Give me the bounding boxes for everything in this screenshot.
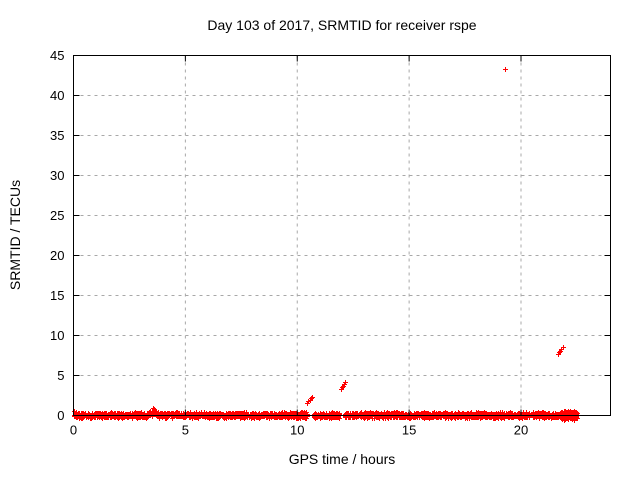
y-tick-label: 35	[50, 128, 64, 143]
y-tick-label: 45	[50, 48, 64, 63]
y-axis-label: SRMTID / TECUs	[7, 180, 23, 290]
y-tick-label: 5	[57, 368, 64, 383]
x-tick-label: 10	[290, 423, 304, 438]
y-tick-label: 0	[57, 408, 64, 423]
y-tick-label: 15	[50, 288, 64, 303]
y-tick-label: 25	[50, 208, 64, 223]
y-tick-label: 40	[50, 88, 64, 103]
gridlines	[73, 55, 611, 416]
tick-labels: 0 5 10 15 20 0 5 10 15 20 25 30 35 40 45	[50, 48, 528, 438]
scatter-plus-markers	[72, 67, 580, 423]
x-axis-label: GPS time / hours	[289, 451, 396, 467]
data-points	[72, 67, 580, 423]
plot-border	[73, 55, 611, 416]
x-tick-label: 0	[70, 423, 77, 438]
x-tick-label: 15	[402, 423, 416, 438]
y-tick-label: 20	[50, 248, 64, 263]
chart-title: Day 103 of 2017, SRMTID for receiver rsp…	[207, 17, 476, 33]
y-tick-label: 30	[50, 168, 64, 183]
y-tick-label: 10	[50, 328, 64, 343]
axis-ticks	[73, 55, 611, 416]
x-tick-label: 5	[182, 423, 189, 438]
x-tick-label: 20	[514, 423, 528, 438]
